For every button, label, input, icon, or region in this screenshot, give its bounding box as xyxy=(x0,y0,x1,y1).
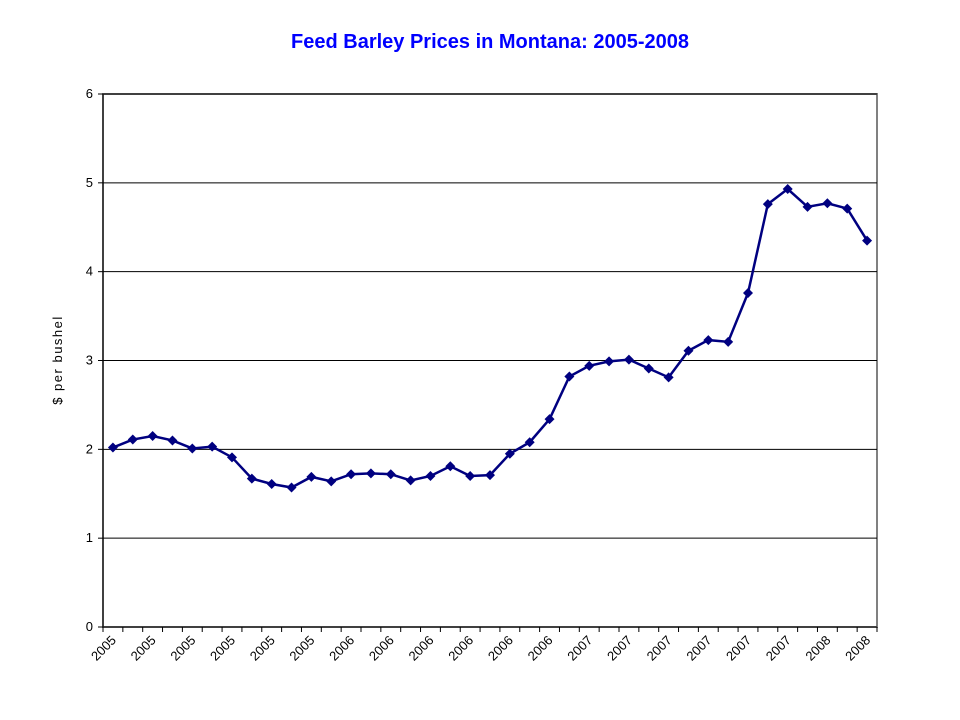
marker xyxy=(862,235,873,246)
marker xyxy=(465,470,476,481)
marker xyxy=(385,469,396,480)
marker xyxy=(663,372,674,383)
marker xyxy=(802,201,813,212)
x-tick-label: 2005 xyxy=(247,633,278,664)
marker xyxy=(445,461,456,472)
x-tick-label: 2007 xyxy=(644,633,675,664)
y-tick-label: 6 xyxy=(86,86,93,101)
marker xyxy=(405,475,416,486)
x-tick-label: 2006 xyxy=(366,633,397,664)
marker xyxy=(544,414,555,425)
marker xyxy=(107,442,118,453)
marker xyxy=(227,452,237,463)
marker xyxy=(604,356,615,367)
marker xyxy=(127,434,138,445)
x-tick-label: 2005 xyxy=(207,633,238,664)
y-tick-label: 2 xyxy=(86,441,93,456)
marker xyxy=(703,335,714,346)
y-tick-label: 4 xyxy=(86,264,93,279)
y-tick-label: 3 xyxy=(86,353,93,368)
y-axis-label: $ per bushel xyxy=(50,315,65,405)
marker xyxy=(485,470,495,481)
marker xyxy=(504,448,515,459)
marker xyxy=(743,287,753,298)
x-tick-label: 2006 xyxy=(326,633,357,664)
marker xyxy=(207,441,218,452)
x-tick-label: 2005 xyxy=(286,633,317,664)
x-tick-label: 2006 xyxy=(485,633,516,664)
x-tick-label: 2005 xyxy=(88,633,119,664)
x-tick-label: 2006 xyxy=(406,633,437,664)
marker xyxy=(187,443,198,454)
x-tick-label: 2007 xyxy=(763,633,794,664)
marker xyxy=(723,336,734,347)
marker xyxy=(584,360,595,371)
marker xyxy=(623,354,634,365)
marker xyxy=(286,482,297,493)
x-tick-label: 2007 xyxy=(564,633,595,664)
y-tick-label: 5 xyxy=(86,175,93,190)
x-tick-label: 2005 xyxy=(128,633,159,664)
x-tick-label: 2007 xyxy=(723,633,754,664)
y-tick-label: 1 xyxy=(86,530,93,545)
marker xyxy=(246,473,257,484)
marker xyxy=(306,471,317,482)
marker xyxy=(425,470,436,481)
marker xyxy=(346,469,357,480)
x-tick-label: 2006 xyxy=(445,633,476,664)
marker xyxy=(147,431,158,442)
x-tick-label: 2008 xyxy=(802,633,833,664)
marker xyxy=(167,435,178,446)
x-tick-label: 2007 xyxy=(683,633,714,664)
marker xyxy=(326,476,337,487)
marker xyxy=(564,371,575,382)
chart-title: Feed Barley Prices in Montana: 2005-2008 xyxy=(291,31,689,53)
marker xyxy=(643,363,654,374)
x-tick-label: 2006 xyxy=(525,633,556,664)
marker xyxy=(782,184,793,195)
marker xyxy=(683,345,694,356)
x-tick-label: 2005 xyxy=(167,633,198,664)
marker xyxy=(524,437,535,448)
marker xyxy=(365,468,376,479)
marker xyxy=(762,199,773,210)
marker xyxy=(822,198,833,209)
x-tick-label: 2008 xyxy=(842,633,873,664)
x-tick-label: 2007 xyxy=(604,633,635,664)
y-tick-label: 0 xyxy=(86,619,93,634)
marker xyxy=(842,203,853,214)
marker xyxy=(266,478,277,489)
